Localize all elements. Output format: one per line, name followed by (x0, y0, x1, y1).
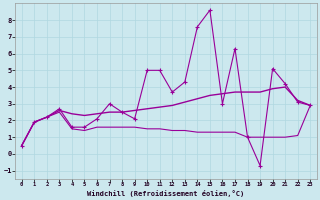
X-axis label: Windchill (Refroidissement éolien,°C): Windchill (Refroidissement éolien,°C) (87, 190, 244, 197)
